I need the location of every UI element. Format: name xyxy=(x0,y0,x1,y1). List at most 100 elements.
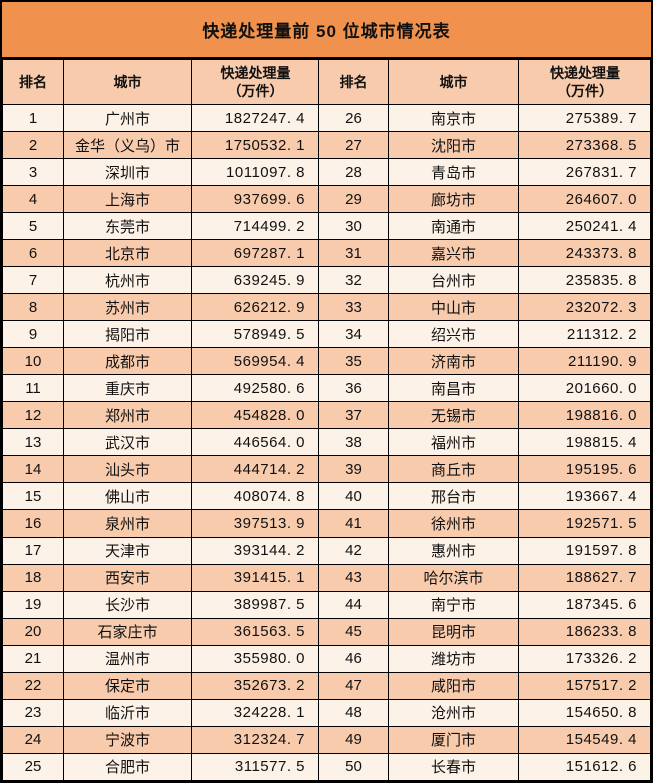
rank-cell: 38 xyxy=(318,428,389,457)
volume-header-line2: （万件） xyxy=(557,83,613,99)
rank-cell: 22 xyxy=(2,671,64,700)
city-cell: 上海市 xyxy=(63,185,192,214)
rank-cell: 49 xyxy=(318,725,389,754)
city-cell: 昆明市 xyxy=(388,617,519,646)
volume-cell: 235835. 8 xyxy=(518,266,651,295)
volume-cell: 639245. 9 xyxy=(191,266,319,295)
city-cell: 石家庄市 xyxy=(63,617,192,646)
city-cell: 徐州市 xyxy=(388,509,519,538)
rank-cell: 42 xyxy=(318,536,389,565)
table-row: 9 揭阳市 578949. 5 34 绍兴市 211312. 2 xyxy=(2,320,651,349)
volume-header-right: 快递处理量 （万件） xyxy=(518,59,651,105)
volume-cell: 393144. 2 xyxy=(191,536,319,565)
city-cell: 哈尔滨市 xyxy=(388,563,519,592)
rank-cell: 37 xyxy=(318,401,389,430)
volume-cell: 697287. 1 xyxy=(191,239,319,268)
volume-cell: 391415. 1 xyxy=(191,563,319,592)
city-cell: 济南市 xyxy=(388,347,519,376)
city-cell: 商丘市 xyxy=(388,455,519,484)
table-row: 14 汕头市 444714. 2 39 商丘市 195195. 6 xyxy=(2,455,651,484)
city-cell: 天津市 xyxy=(63,536,192,565)
city-cell: 沧州市 xyxy=(388,698,519,727)
rank-cell: 27 xyxy=(318,131,389,160)
table-row: 4 上海市 937699. 6 29 廊坊市 264607. 0 xyxy=(2,185,651,214)
rank-cell: 7 xyxy=(2,266,64,295)
rank-cell: 18 xyxy=(2,563,64,592)
rank-cell: 36 xyxy=(318,374,389,403)
volume-cell: 937699. 6 xyxy=(191,185,319,214)
city-cell: 嘉兴市 xyxy=(388,239,519,268)
city-cell: 佛山市 xyxy=(63,482,192,511)
rank-cell: 30 xyxy=(318,212,389,241)
city-cell: 温州市 xyxy=(63,644,192,673)
city-cell: 杭州市 xyxy=(63,266,192,295)
volume-cell: 198816. 0 xyxy=(518,401,651,430)
rank-cell: 14 xyxy=(2,455,64,484)
table-row: 20 石家庄市 361563. 5 45 昆明市 186233. 8 xyxy=(2,617,651,646)
city-cell: 北京市 xyxy=(63,239,192,268)
city-cell: 临沂市 xyxy=(63,698,192,727)
volume-cell: 626212. 9 xyxy=(191,293,319,322)
city-cell: 无锡市 xyxy=(388,401,519,430)
table-row: 25 合肥市 311577. 5 50 长春市 151612. 6 xyxy=(2,752,651,782)
volume-cell: 324228. 1 xyxy=(191,698,319,727)
rank-cell: 40 xyxy=(318,482,389,511)
city-cell: 宁波市 xyxy=(63,725,192,754)
city-cell: 深圳市 xyxy=(63,158,192,187)
city-cell: 金华（义乌）市 xyxy=(63,131,192,160)
table-row: 24 宁波市 312324. 7 49 厦门市 154549. 4 xyxy=(2,725,651,754)
city-cell: 潍坊市 xyxy=(388,644,519,673)
rank-cell: 44 xyxy=(318,590,389,619)
table-row: 21 温州市 355980. 0 46 潍坊市 173326. 2 xyxy=(2,644,651,673)
volume-cell: 191597. 8 xyxy=(518,536,651,565)
rank-cell: 15 xyxy=(2,482,64,511)
rank-cell: 24 xyxy=(2,725,64,754)
city-cell: 南宁市 xyxy=(388,590,519,619)
rank-cell: 2 xyxy=(2,131,64,160)
rank-cell: 3 xyxy=(2,158,64,187)
rank-cell: 32 xyxy=(318,266,389,295)
table-row: 16 泉州市 397513. 9 41 徐州市 192571. 5 xyxy=(2,509,651,538)
rank-cell: 16 xyxy=(2,509,64,538)
table-row: 23 临沂市 324228. 1 48 沧州市 154650. 8 xyxy=(2,698,651,727)
rank-cell: 4 xyxy=(2,185,64,214)
table-row: 13 武汉市 446564. 0 38 福州市 198815. 4 xyxy=(2,428,651,457)
volume-cell: 193667. 4 xyxy=(518,482,651,511)
city-cell: 保定市 xyxy=(63,671,192,700)
city-cell: 绍兴市 xyxy=(388,320,519,349)
city-cell: 长春市 xyxy=(388,752,519,782)
volume-cell: 232072. 3 xyxy=(518,293,651,322)
volume-cell: 211190. 9 xyxy=(518,347,651,376)
city-cell: 南京市 xyxy=(388,103,519,133)
volume-cell: 188627. 7 xyxy=(518,563,651,592)
city-cell: 厦门市 xyxy=(388,725,519,754)
city-cell: 苏州市 xyxy=(63,293,192,322)
rank-cell: 34 xyxy=(318,320,389,349)
volume-cell: 157517. 2 xyxy=(518,671,651,700)
table-row: 12 郑州市 454828. 0 37 无锡市 198816. 0 xyxy=(2,401,651,430)
city-cell: 长沙市 xyxy=(63,590,192,619)
volume-cell: 454828. 0 xyxy=(191,401,319,430)
volume-cell: 264607. 0 xyxy=(518,185,651,214)
rank-cell: 5 xyxy=(2,212,64,241)
city-cell: 邢台市 xyxy=(388,482,519,511)
rank-cell: 47 xyxy=(318,671,389,700)
volume-cell: 444714. 2 xyxy=(191,455,319,484)
volume-cell: 1827247. 4 xyxy=(191,103,319,133)
table-title: 快递处理量前 50 位城市情况表 xyxy=(2,2,651,59)
table-row: 17 天津市 393144. 2 42 惠州市 191597. 8 xyxy=(2,536,651,565)
rank-cell: 13 xyxy=(2,428,64,457)
rank-cell: 1 xyxy=(2,103,64,133)
table-row: 11 重庆市 492580. 6 36 南昌市 201660. 0 xyxy=(2,374,651,403)
table-row: 5 东莞市 714499. 2 30 南通市 250241. 4 xyxy=(2,212,651,241)
table-row: 1 广州市 1827247. 4 26 南京市 275389. 7 xyxy=(2,103,651,133)
rank-header-left: 排名 xyxy=(2,59,64,105)
rank-header-right: 排名 xyxy=(318,59,389,105)
volume-cell: 154549. 4 xyxy=(518,725,651,754)
city-cell: 廊坊市 xyxy=(388,185,519,214)
rank-cell: 43 xyxy=(318,563,389,592)
city-cell: 惠州市 xyxy=(388,536,519,565)
rank-cell: 39 xyxy=(318,455,389,484)
table-header-row: 排名 城市 快递处理量 （万件） 排名 城市 快递处理量 （万件） xyxy=(2,59,651,105)
